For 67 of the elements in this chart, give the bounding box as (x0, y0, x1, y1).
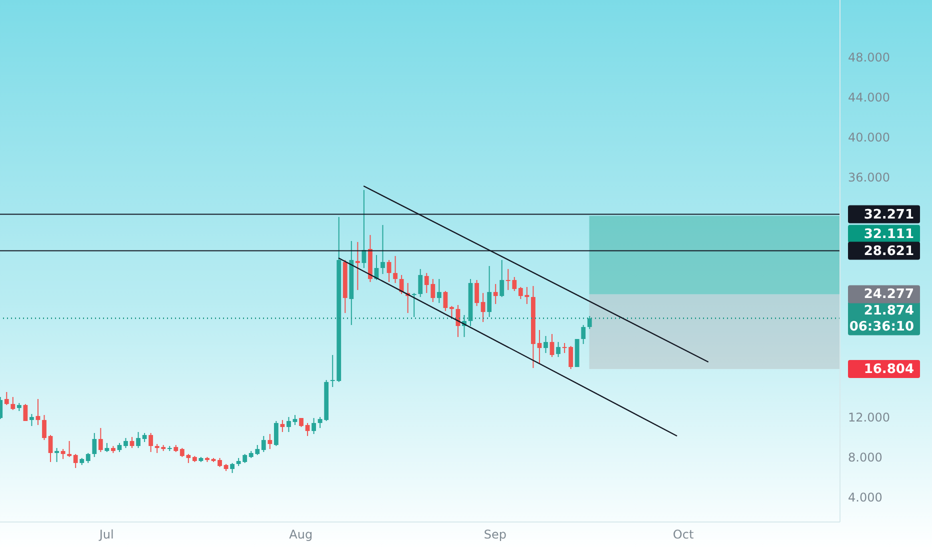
y-tick-label: 12.000 (848, 410, 890, 424)
candlestick (399, 274, 404, 294)
y-tick-label: 4.000 (848, 490, 882, 504)
candlestick (305, 422, 310, 436)
y-tick-label: 36.000 (848, 170, 890, 184)
y-tick-label: 48.000 (848, 50, 890, 64)
candlestick (362, 190, 366, 268)
x-tick-label: Sep (484, 528, 507, 542)
candlestick (436, 278, 442, 304)
candlestick (312, 418, 316, 434)
candlestick (130, 436, 134, 448)
candlestick (268, 434, 272, 450)
candlestick (544, 336, 548, 354)
candlestick (556, 342, 560, 358)
candlestick (487, 266, 492, 318)
candlestick (500, 260, 504, 298)
candlestick (92, 432, 97, 458)
candlestick (48, 434, 53, 462)
candlestick (550, 334, 554, 358)
candlestick (23, 404, 28, 422)
candlestick (10, 396, 16, 410)
y-tick-label: 8.000 (848, 450, 882, 464)
ref-line-label: 32.271 (864, 207, 914, 222)
candlestick (230, 462, 235, 474)
x-tick-label: Aug (289, 528, 313, 542)
candlestick (393, 256, 398, 284)
candlestick (418, 268, 423, 298)
candlestick (537, 330, 542, 364)
y-tick-label: 44.000 (848, 90, 890, 104)
candlestick (42, 414, 46, 440)
x-tick-label: Oct (672, 528, 694, 542)
band-label: 16.804 (864, 362, 914, 377)
candlestick (480, 292, 486, 322)
candlestick (36, 398, 40, 426)
band-label: 32.111 (864, 226, 914, 242)
candlestick (474, 280, 479, 306)
candlestick (124, 438, 128, 448)
candlestick (73, 454, 78, 468)
y-tick-label: 40.000 (848, 130, 890, 144)
candlestick (60, 448, 66, 460)
candlestick (4, 392, 9, 406)
candlestick (581, 324, 586, 344)
candlestick (587, 316, 592, 330)
text: 24.277 (864, 287, 914, 302)
candlestick (261, 436, 266, 452)
x-tick-label: Jul (98, 528, 114, 542)
candlestick (450, 306, 454, 318)
ref-line-label: 28.621 (864, 244, 914, 259)
candlestick (280, 420, 285, 432)
candlestick (136, 432, 140, 448)
candlestick (292, 414, 298, 426)
candlestick (386, 260, 392, 282)
candlestick (54, 448, 59, 462)
candlestick (355, 242, 360, 290)
candlestick (286, 416, 291, 432)
candlestick (30, 414, 34, 426)
candlestick (412, 292, 416, 318)
candlestick (98, 428, 103, 452)
candlestick (493, 284, 498, 304)
ref-line-label: 21.874 06:36:10 (849, 303, 914, 334)
candlestick (274, 420, 278, 446)
candlestick (86, 452, 90, 464)
candlestick (67, 440, 72, 458)
candlestick (568, 346, 574, 370)
candlestick (443, 290, 448, 312)
candlestick (380, 224, 385, 274)
candlestick (148, 432, 154, 452)
